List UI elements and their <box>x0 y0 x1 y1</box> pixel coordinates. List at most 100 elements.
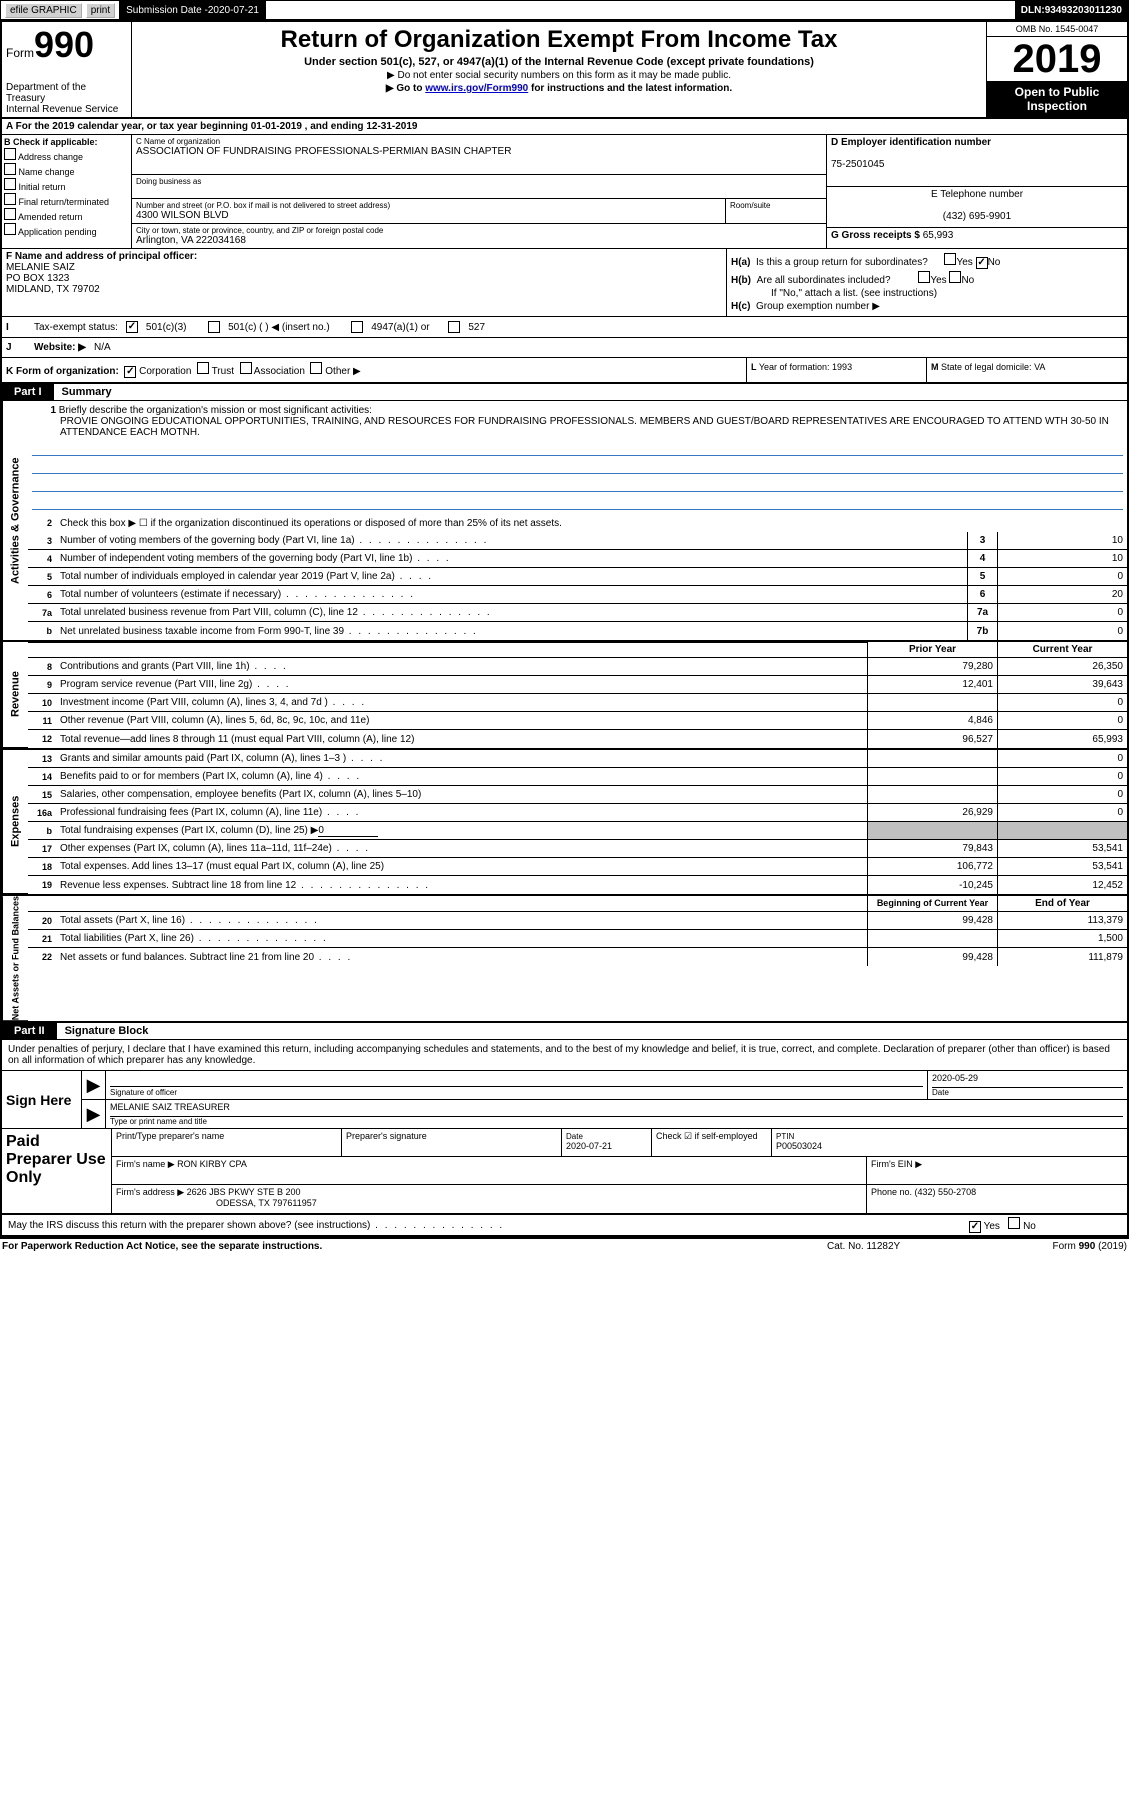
ptin: P00503024 <box>776 1141 822 1151</box>
line-8: 8 Contributions and grants (Part VIII, l… <box>28 658 1127 676</box>
line22-py: 99,428 <box>867 948 997 966</box>
line-7b: b Net unrelated business taxable income … <box>28 622 1127 640</box>
k-assoc: Association <box>254 366 305 377</box>
rule-line <box>32 442 1123 456</box>
vert-label-netassets: Net Assets or Fund Balances <box>2 896 28 1021</box>
net-assets-section: Net Assets or Fund Balances Beginning of… <box>2 896 1127 1023</box>
line-16b: b Total fundraising expenses (Part IX, c… <box>28 822 1127 840</box>
line17-num: 17 <box>28 844 58 854</box>
line4-text: Number of independent voting members of … <box>60 553 412 564</box>
vert-label-expenses: Expenses <box>2 750 28 894</box>
part1-label: Part I <box>2 384 54 400</box>
name-change-check[interactable]: Name change <box>4 163 129 177</box>
paid-preparer-label: Paid Preparer Use Only <box>2 1129 112 1213</box>
line2-text: Check this box ▶ ☐ if the organization d… <box>58 516 1127 531</box>
final-return-check[interactable]: Final return/terminated <box>4 193 129 207</box>
other-check[interactable] <box>310 362 322 374</box>
rule-line <box>32 460 1123 474</box>
j-text: Website: ▶ <box>34 342 86 353</box>
line19-py: -10,245 <box>867 876 997 894</box>
line1-num: 1 <box>32 405 56 416</box>
assoc-check[interactable] <box>240 362 252 374</box>
firm-phone: (432) 550-2708 <box>915 1187 977 1197</box>
line7b-num: b <box>28 626 58 636</box>
line12-text: Total revenue—add lines 8 through 11 (mu… <box>58 732 867 747</box>
dba-label: Doing business as <box>136 177 822 186</box>
corp-check[interactable] <box>124 366 136 378</box>
discuss-yes: Yes <box>984 1221 1000 1232</box>
line16a-num: 16a <box>28 808 58 818</box>
app-pending-check[interactable]: Application pending <box>4 223 129 237</box>
section-bcde: B Check if applicable: Address change Na… <box>2 135 1127 249</box>
hb-text: Are all subordinates included? <box>757 275 891 286</box>
trust-check[interactable] <box>197 362 209 374</box>
org-address: 4300 WILSON BLVD <box>136 210 721 221</box>
print-button[interactable]: print <box>86 3 115 18</box>
footer-left: For Paperwork Reduction Act Notice, see … <box>2 1241 322 1252</box>
line14-text: Benefits paid to or for members (Part IX… <box>60 771 323 782</box>
discuss-yes-check[interactable] <box>969 1221 981 1233</box>
501c3-check[interactable] <box>126 321 138 333</box>
line16a-text: Professional fundraising fees (Part IX, … <box>60 807 322 818</box>
tax-year: 2019 <box>987 37 1127 81</box>
line-1: 1 Briefly describe the organization's mi… <box>28 401 1127 514</box>
501c-check[interactable] <box>208 321 220 333</box>
beg-year-header: Beginning of Current Year <box>867 896 997 911</box>
line10-num: 10 <box>28 698 58 708</box>
addr-change-check[interactable]: Address change <box>4 148 129 162</box>
opt-4947: 4947(a)(1) or <box>371 322 429 333</box>
m-label: M <box>931 362 939 372</box>
line-15: 15 Salaries, other compensation, employe… <box>28 786 1127 804</box>
section-b: B Check if applicable: Address change Na… <box>2 135 132 248</box>
form-990-container: Form990 Department of the Treasury Inter… <box>0 20 1129 1239</box>
initial-return-check[interactable]: Initial return <box>4 178 129 192</box>
line4-num: 4 <box>28 554 58 564</box>
phone: (432) 695-9901 <box>943 211 1011 222</box>
line11-cy: 0 <box>997 712 1127 729</box>
form990-link[interactable]: www.irs.gov/Form990 <box>425 83 528 94</box>
instr2-post: for instructions and the latest informat… <box>528 83 732 94</box>
line6-text: Total number of volunteers (estimate if … <box>60 589 281 600</box>
discuss-no-check[interactable] <box>1008 1217 1020 1229</box>
sig-officer-label: Signature of officer <box>110 1088 177 1097</box>
line-a-text: A For the 2019 calendar year, or tax yea… <box>6 121 417 132</box>
line17-text: Other expenses (Part IX, column (A), lin… <box>60 843 332 854</box>
prep-date-label: Date <box>566 1132 583 1141</box>
line13-py <box>867 750 997 767</box>
line9-py: 12,401 <box>867 676 997 693</box>
line16a-cy: 0 <box>997 804 1127 821</box>
line8-py: 79,280 <box>867 658 997 675</box>
line-17: 17 Other expenses (Part IX, column (A), … <box>28 840 1127 858</box>
efile-button[interactable]: efile GRAPHIC <box>5 3 82 18</box>
line16b-val: 0 <box>318 825 378 837</box>
omb-number: OMB No. 1545-0047 <box>987 22 1127 37</box>
line16b-text: Total fundraising expenses (Part IX, col… <box>60 825 318 836</box>
line15-text: Salaries, other compensation, employee b… <box>58 787 867 802</box>
k-label: K Form of organization: <box>6 366 119 377</box>
sign-here-label: Sign Here <box>2 1071 82 1128</box>
ha-yes: Yes <box>956 257 972 268</box>
line5-num: 5 <box>28 572 58 582</box>
website-value: N/A <box>94 342 111 353</box>
firm-phone-label: Phone no. <box>871 1187 915 1197</box>
line10-text: Investment income (Part VIII, column (A)… <box>60 697 328 708</box>
4947-check[interactable] <box>351 321 363 333</box>
line-18: 18 Total expenses. Add lines 13–17 (must… <box>28 858 1127 876</box>
line19-text: Revenue less expenses. Subtract line 18 … <box>60 880 296 891</box>
527-check[interactable] <box>448 321 460 333</box>
revenue-section: Revenue Prior Year Current Year 8 Contri… <box>2 642 1127 750</box>
line-5: 5 Total number of individuals employed i… <box>28 568 1127 586</box>
j-label: J <box>6 342 26 353</box>
ha-text: Is this a group return for subordinates? <box>756 257 928 268</box>
line20-cy: 113,379 <box>997 912 1127 929</box>
line19-num: 19 <box>28 880 58 890</box>
firm-addr-label: Firm's address ▶ <box>116 1187 187 1197</box>
ha-no: No <box>988 257 1001 268</box>
amended-check[interactable]: Amended return <box>4 208 129 222</box>
g-label: G Gross receipts $ <box>831 230 923 241</box>
line12-num: 12 <box>28 734 58 744</box>
ptin-label: PTIN <box>776 1132 794 1141</box>
form-header: Form990 Department of the Treasury Inter… <box>2 22 1127 119</box>
line21-text: Total liabilities (Part X, line 26) <box>60 933 194 944</box>
submission-date-bar: Submission Date - 2020-07-21 <box>120 1 266 19</box>
